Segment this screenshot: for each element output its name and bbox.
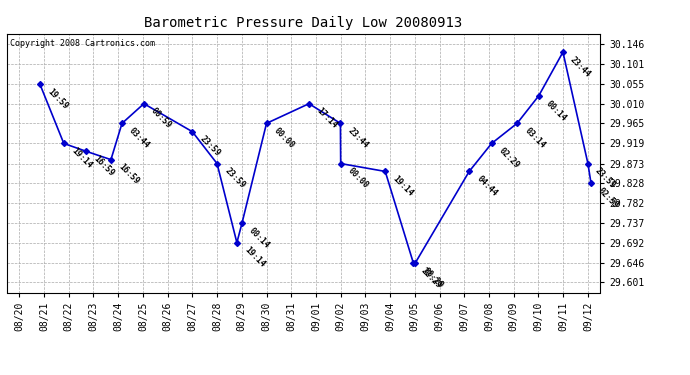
Text: 23:59: 23:59	[223, 166, 246, 190]
Text: 17:14: 17:14	[315, 106, 339, 130]
Text: 16:59: 16:59	[92, 154, 116, 178]
Title: Barometric Pressure Daily Low 20080913: Barometric Pressure Daily Low 20080913	[144, 16, 463, 30]
Text: 19:14: 19:14	[242, 246, 266, 270]
Text: 22:29: 22:29	[419, 266, 443, 290]
Text: 02:29: 02:29	[497, 146, 521, 170]
Text: 19:59: 19:59	[46, 87, 70, 111]
Text: 23:44: 23:44	[569, 55, 593, 79]
Text: Copyright 2008 Cartronics.com: Copyright 2008 Cartronics.com	[10, 39, 155, 48]
Text: 16:59: 16:59	[117, 162, 141, 186]
Text: 02:59: 02:59	[597, 186, 620, 210]
Text: 23:59: 23:59	[593, 166, 618, 190]
Text: 00:29: 00:29	[421, 266, 445, 290]
Text: 03:14: 03:14	[522, 126, 546, 150]
Text: 00:14: 00:14	[248, 226, 272, 250]
Text: 19:14: 19:14	[391, 174, 415, 198]
Text: 23:59: 23:59	[198, 134, 222, 159]
Text: 03:44: 03:44	[128, 126, 152, 150]
Text: 19:14: 19:14	[70, 146, 93, 170]
Text: 00:59: 00:59	[150, 106, 173, 130]
Text: 00:14: 00:14	[544, 99, 569, 123]
Text: 23:44: 23:44	[346, 126, 370, 150]
Text: 00:00: 00:00	[346, 166, 371, 190]
Text: 04:44: 04:44	[475, 174, 499, 198]
Text: 00:00: 00:00	[272, 126, 296, 150]
